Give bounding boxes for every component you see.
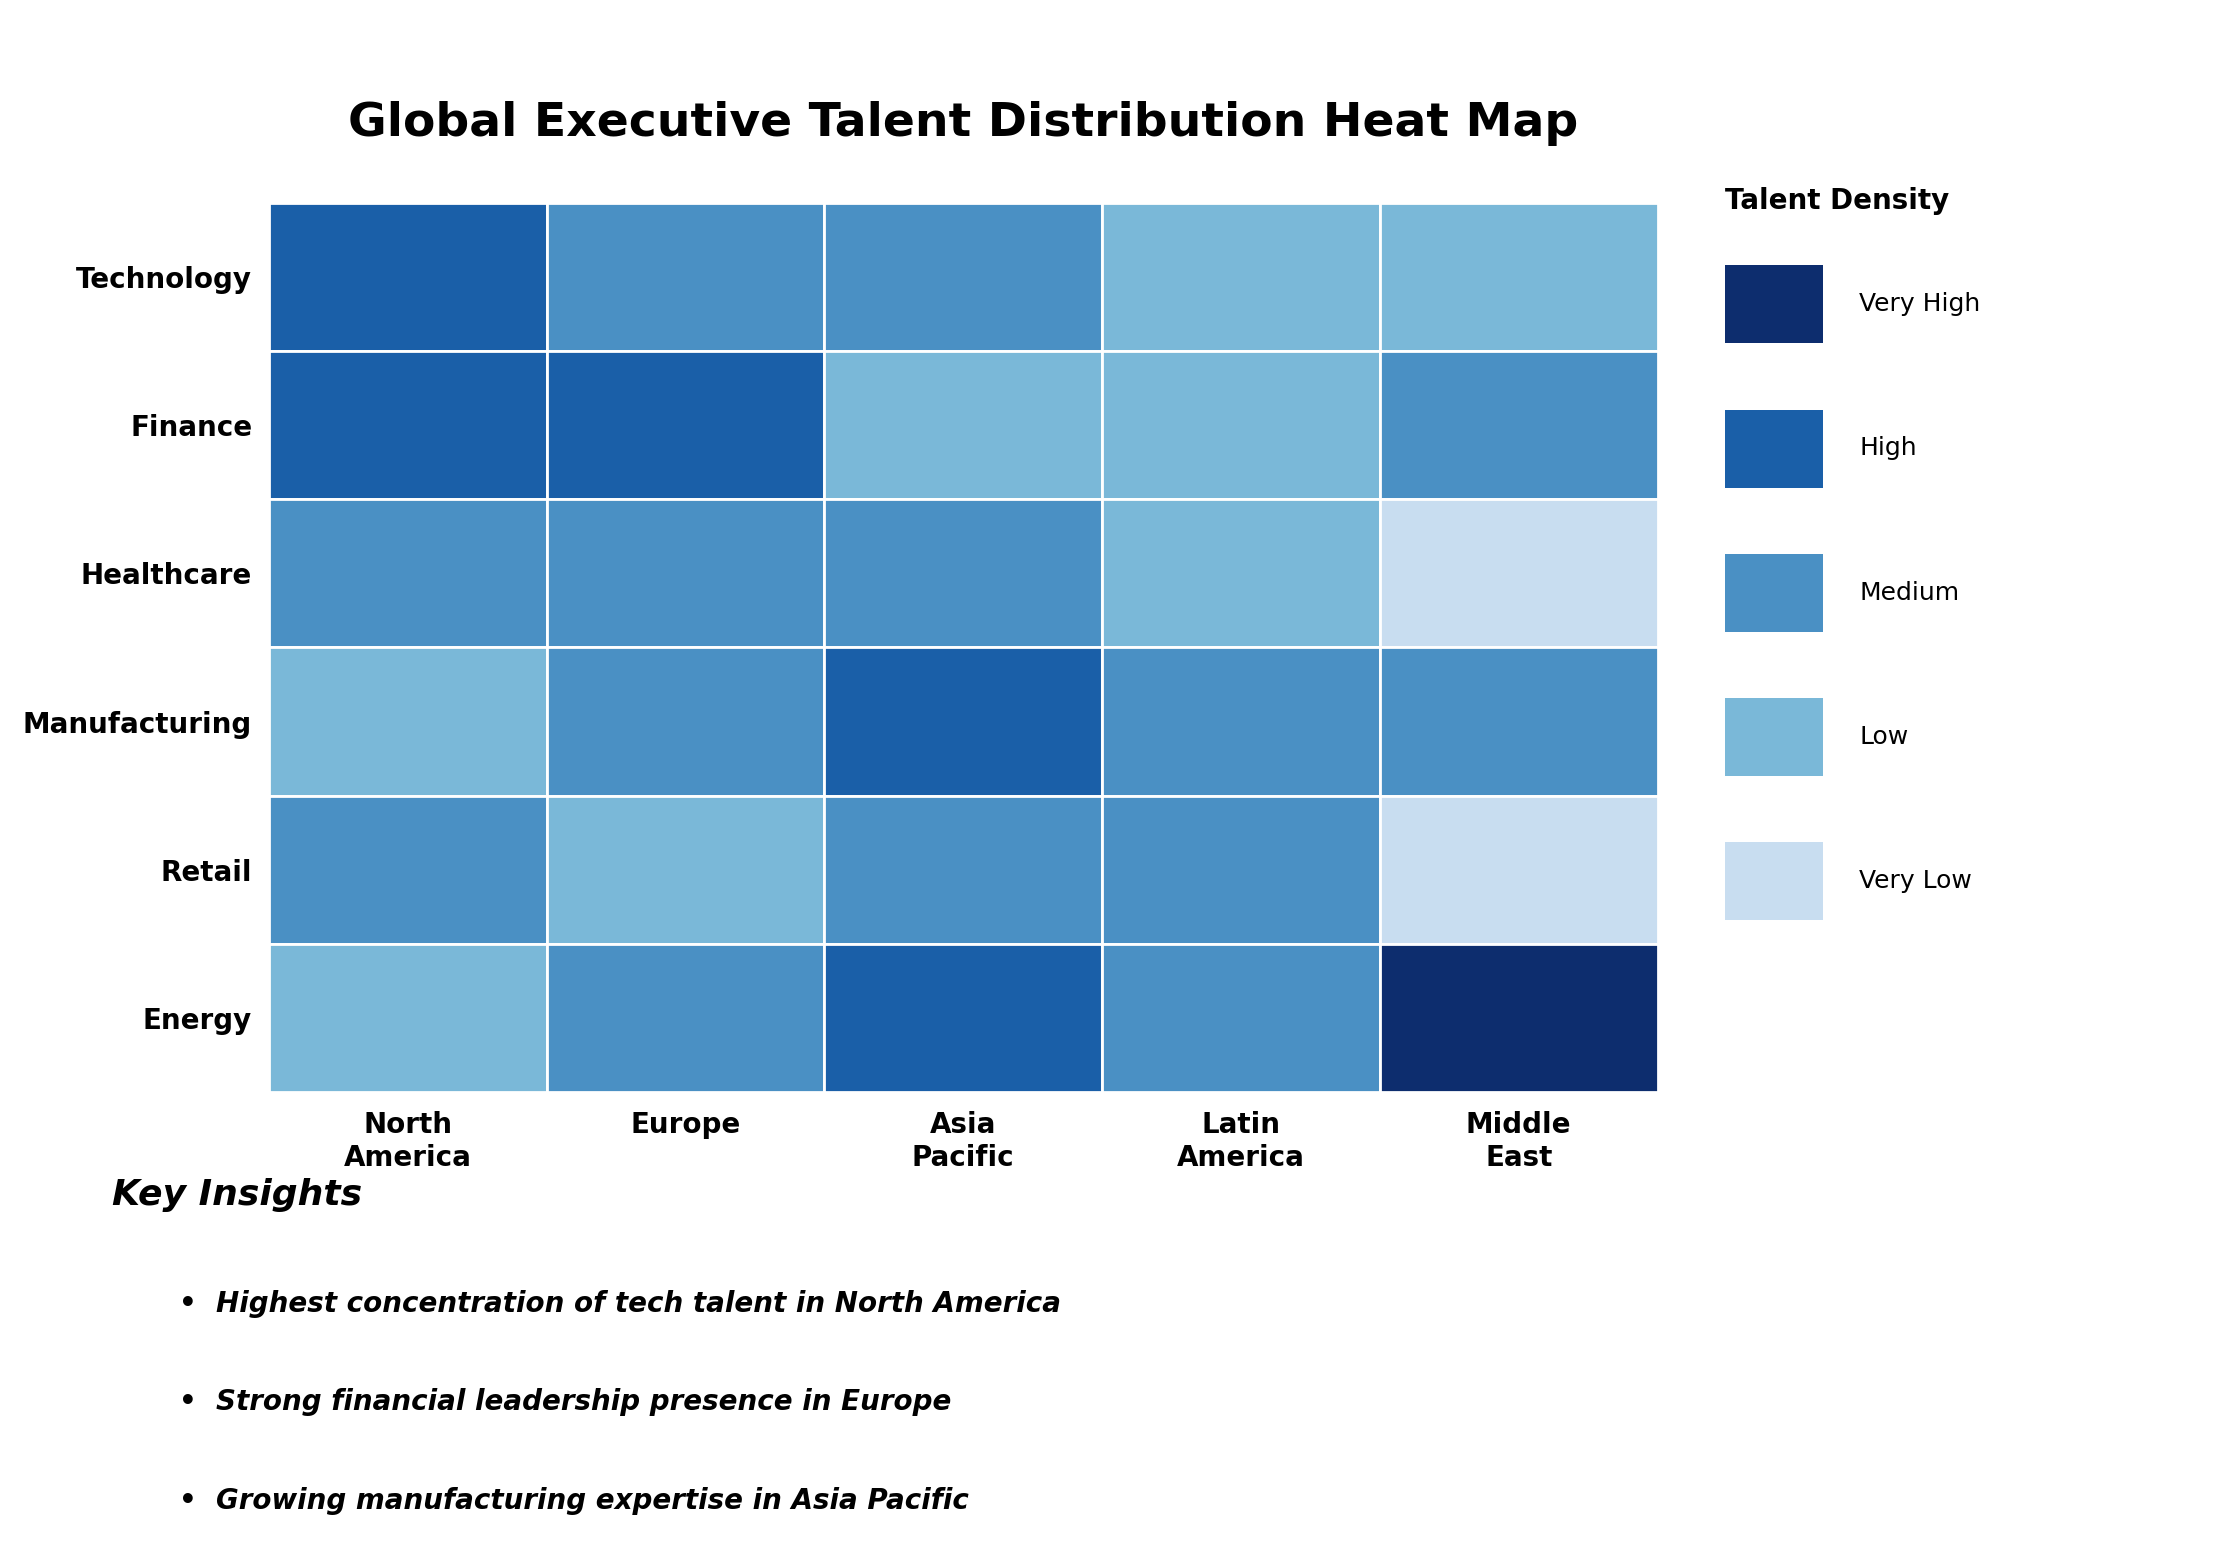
Text: Medium: Medium [1859,580,1960,605]
Bar [547,944,824,1092]
Bar [1380,203,1658,351]
Bar [1102,351,1380,499]
Bar [1380,944,1658,1092]
Bar [1102,944,1380,1092]
FancyBboxPatch shape [1725,409,1823,487]
Bar [1380,647,1658,796]
Bar [269,203,547,351]
Bar [269,796,547,944]
Bar [1380,499,1658,647]
Bar [547,203,824,351]
Text: •  Strong financial leadership presence in Europe: • Strong financial leadership presence i… [179,1388,952,1416]
Text: Very High: Very High [1859,292,1980,317]
FancyBboxPatch shape [1725,265,1823,343]
Bar [1380,351,1658,499]
Bar [824,203,1102,351]
Text: Global Executive Talent Distribution Heat Map: Global Executive Talent Distribution Hea… [347,101,1579,147]
Bar [269,351,547,499]
Text: Talent Density: Talent Density [1725,187,1949,215]
Text: Very Low: Very Low [1859,869,1971,894]
Bar [1102,203,1380,351]
Bar [824,944,1102,1092]
Bar [269,944,547,1092]
Text: Key Insights: Key Insights [112,1178,363,1212]
Text: •  Highest concentration of tech talent in North America: • Highest concentration of tech talent i… [179,1290,1062,1318]
Bar [824,499,1102,647]
Bar [547,647,824,796]
Text: •  Growing manufacturing expertise in Asia Pacific: • Growing manufacturing expertise in Asi… [179,1487,970,1515]
Bar [824,647,1102,796]
Bar [547,499,824,647]
Bar [269,499,547,647]
Bar [547,796,824,944]
Bar [1102,796,1380,944]
Bar [547,351,824,499]
Text: Low: Low [1859,725,1908,749]
Bar [1102,647,1380,796]
Bar [824,796,1102,944]
Bar [269,647,547,796]
Bar [824,351,1102,499]
FancyBboxPatch shape [1725,697,1823,777]
Bar [1102,499,1380,647]
FancyBboxPatch shape [1725,842,1823,920]
FancyBboxPatch shape [1725,554,1823,632]
Text: High: High [1859,437,1917,460]
Bar [1380,796,1658,944]
